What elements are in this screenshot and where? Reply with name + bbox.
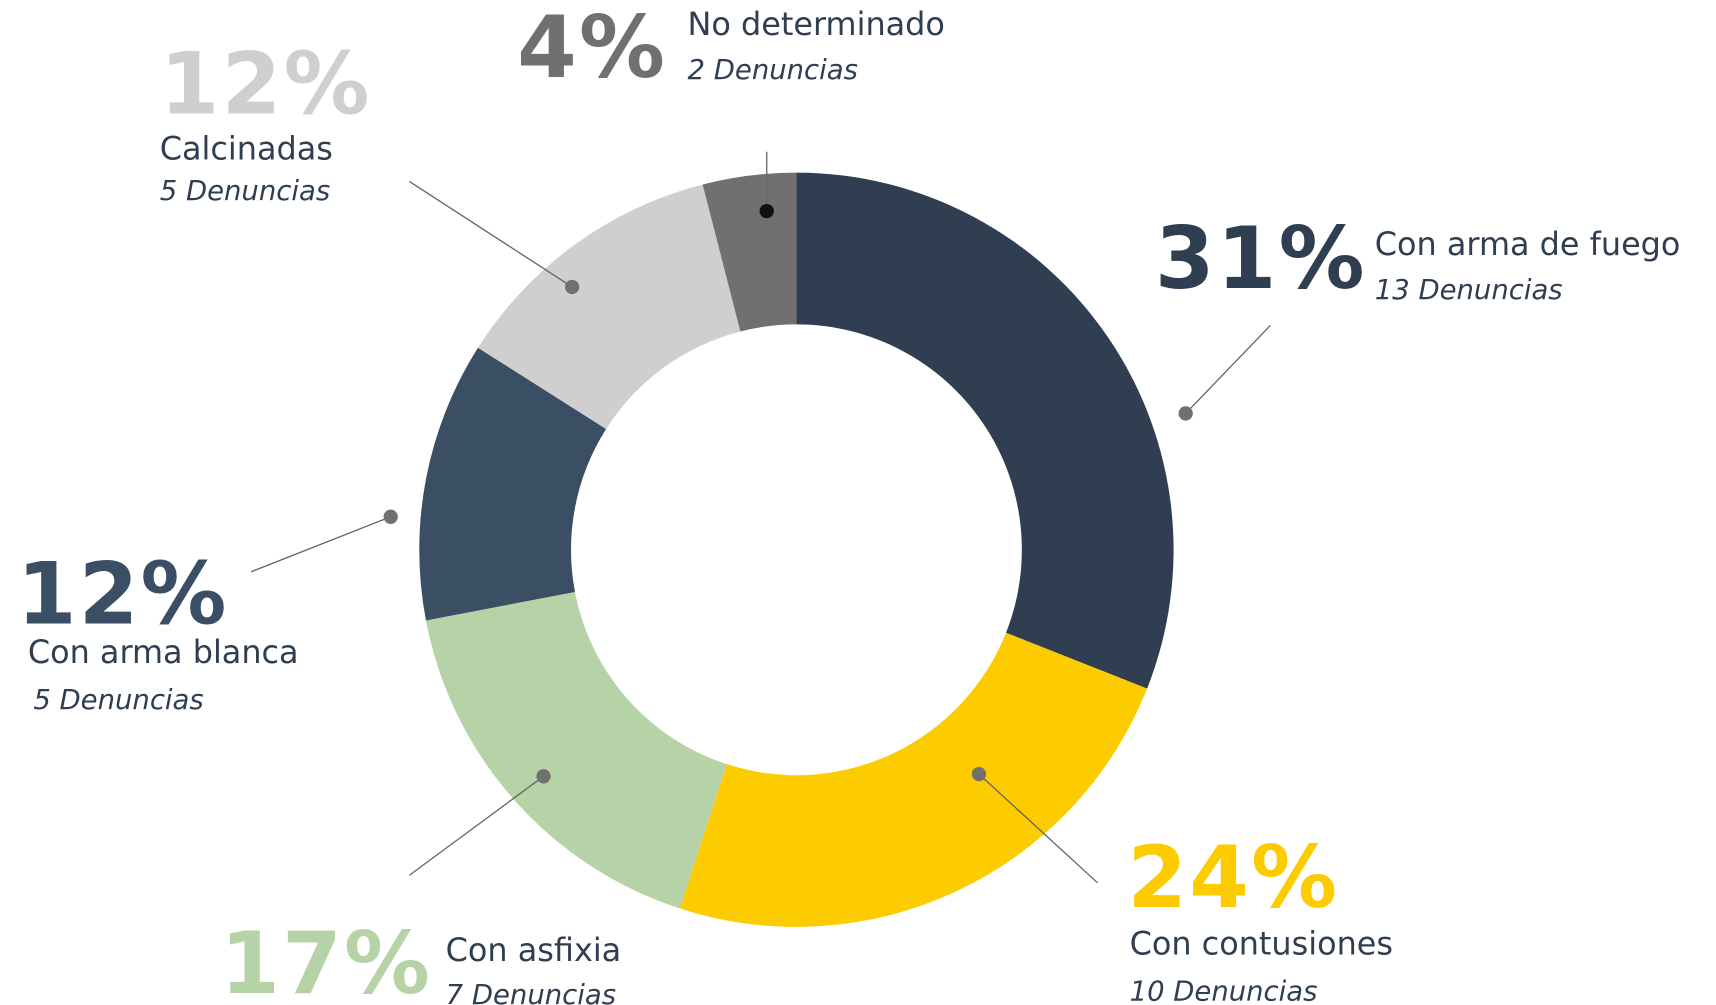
category-label: No determinado — [688, 5, 945, 43]
leader-dot — [383, 509, 398, 524]
percent-label: 17% — [220, 914, 432, 1005]
percent-label: 12% — [160, 34, 372, 134]
slice — [425, 592, 727, 909]
detail-label: 7 Denuncias — [446, 979, 616, 1005]
slice — [477, 184, 741, 430]
slice — [419, 347, 607, 621]
slice — [679, 632, 1148, 927]
category-label: Con contusiones — [1130, 924, 1393, 962]
detail-label: 2 Denuncias — [688, 54, 858, 86]
category-label: Con asfixia — [446, 931, 622, 969]
leader-dot — [536, 769, 551, 784]
category-label: Con arma de fuego — [1375, 225, 1681, 263]
leader-line — [408, 775, 544, 876]
detail-label: 10 Denuncias — [1130, 976, 1318, 1005]
detail-label: 13 Denuncias — [1375, 274, 1563, 306]
leader-line — [978, 773, 1099, 884]
percent-label: 31% — [1155, 209, 1367, 309]
leader-line — [409, 180, 573, 288]
leader-line — [250, 516, 391, 573]
leader-line — [1185, 325, 1271, 414]
percent-label: 24% — [1127, 828, 1339, 928]
percent-label: 4% — [517, 0, 667, 98]
leader-dot — [1178, 406, 1193, 421]
leader-dot — [564, 279, 580, 295]
detail-label: 5 Denuncias — [160, 175, 330, 207]
leader-dot — [759, 203, 774, 219]
percent-label: 12% — [17, 544, 229, 644]
leader-dot — [971, 766, 987, 782]
slice — [796, 172, 1174, 689]
detail-label: 5 Denuncias — [33, 684, 203, 716]
category-label: Calcinadas — [160, 129, 333, 167]
category-label: Con arma blanca — [28, 633, 299, 671]
